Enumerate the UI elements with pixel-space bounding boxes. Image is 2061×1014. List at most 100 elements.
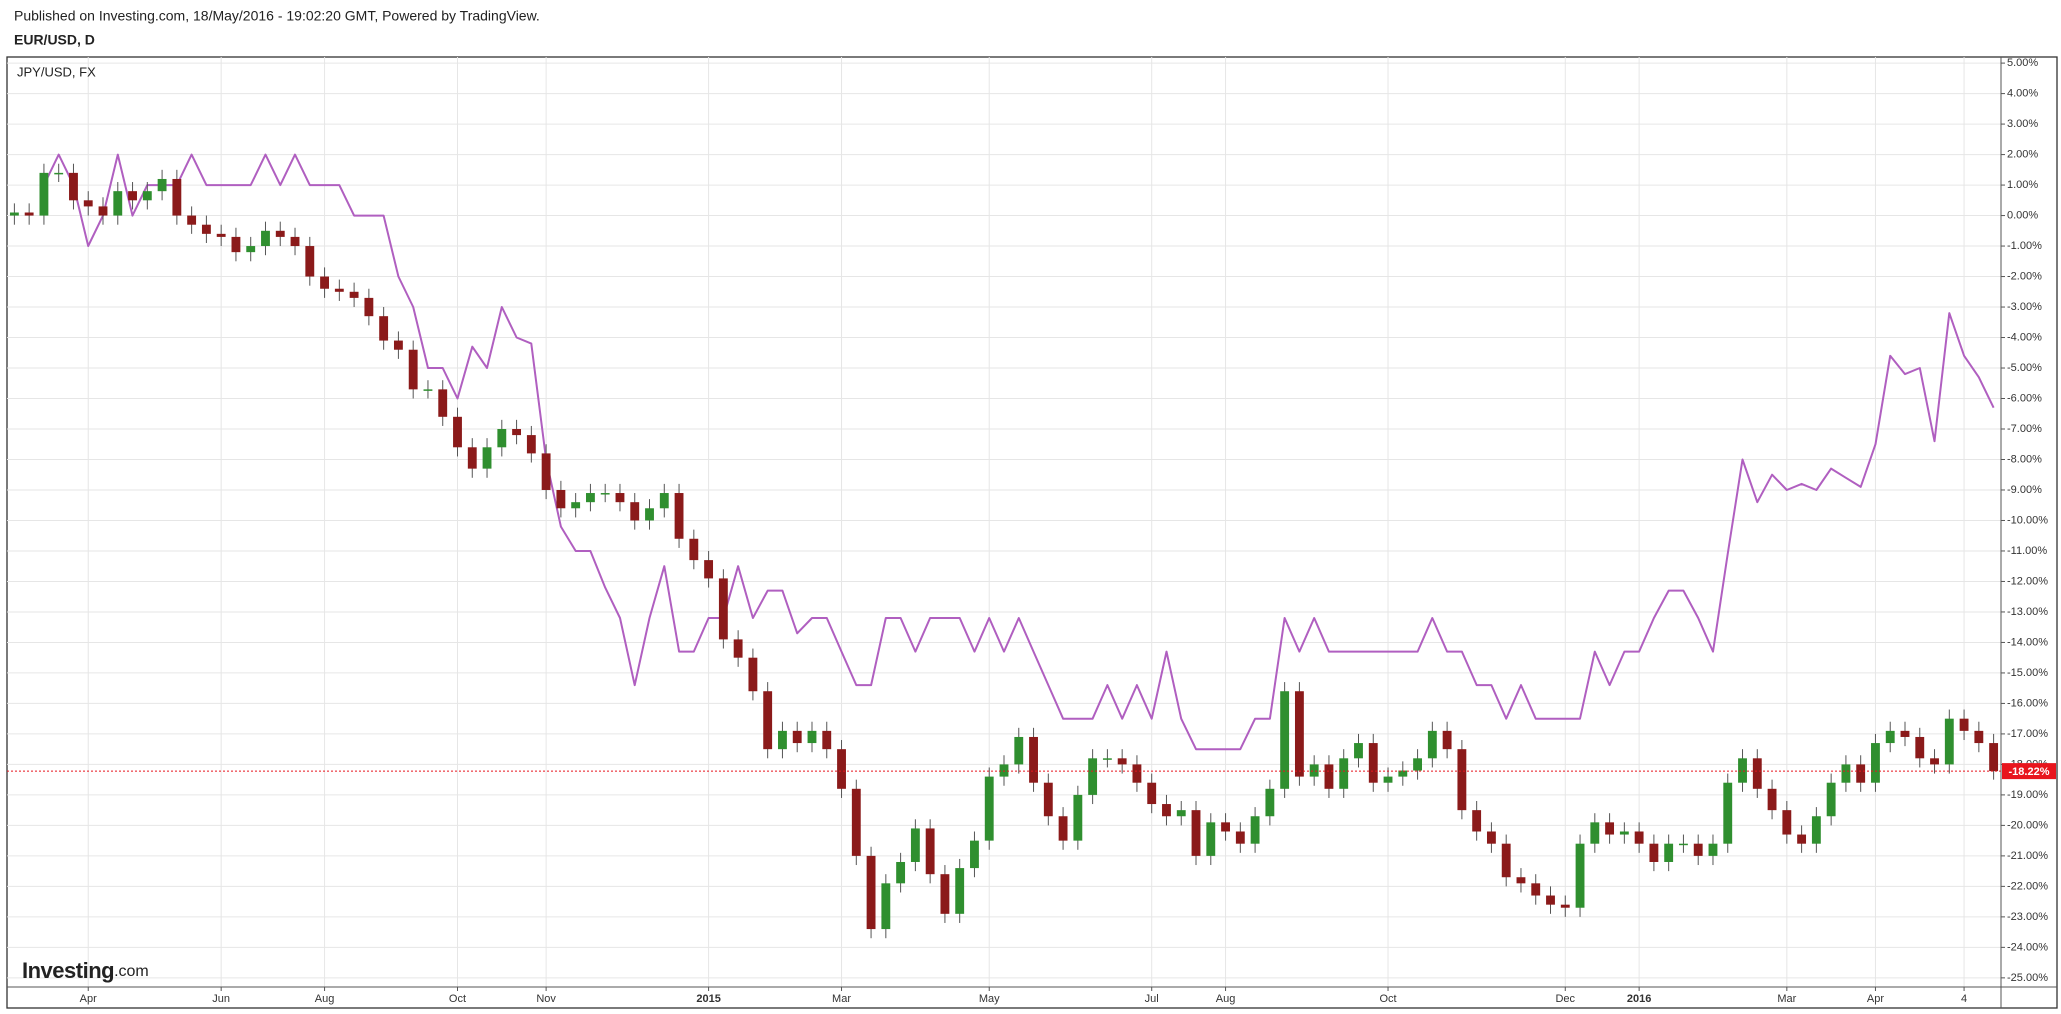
x-tick-label: Oct — [1379, 993, 1396, 1005]
candle-body — [216, 233, 226, 237]
candle-body — [1679, 843, 1688, 846]
x-tick-label: Jun — [212, 993, 230, 1005]
x-tick-label: 4 — [1961, 993, 1967, 1005]
candle-body — [379, 316, 389, 341]
y-tick-label: -2.00% — [2007, 270, 2042, 282]
candle-body — [1309, 764, 1319, 777]
candle-body — [246, 246, 256, 253]
candle-body — [349, 291, 359, 298]
candle-body — [1398, 770, 1408, 777]
y-tick-label: -20.00% — [2007, 819, 2048, 831]
candle-body — [630, 502, 640, 521]
candle-body — [1294, 691, 1304, 777]
y-tick-label: -3.00% — [2007, 301, 2042, 313]
line-series — [43, 153, 1995, 751]
candle-body — [1930, 758, 1939, 765]
y-tick-label: 5.00% — [2007, 57, 2038, 69]
logo: Investing.com — [22, 958, 149, 983]
candle-body — [645, 508, 654, 521]
candle-body — [1811, 816, 1821, 844]
x-tick-label: 2015 — [696, 993, 720, 1005]
candle-body — [1693, 843, 1703, 856]
candle-body — [999, 764, 1009, 777]
candle-body — [467, 447, 477, 469]
candle-body — [1339, 758, 1349, 789]
candle-body — [866, 855, 876, 930]
candle-body — [763, 691, 773, 750]
candle-body — [1575, 843, 1585, 908]
candle-body — [512, 429, 522, 436]
candle-body — [984, 776, 994, 841]
candle-body — [837, 749, 846, 789]
y-tick-label: 2.00% — [2007, 148, 2038, 160]
candle-body — [1664, 843, 1674, 862]
candle-body — [556, 489, 566, 509]
candle-body — [940, 874, 950, 914]
candle-body — [925, 828, 935, 875]
candle-body — [748, 657, 758, 692]
candle-body — [201, 224, 211, 234]
y-tick-label: -22.00% — [2007, 880, 2048, 892]
candle-body — [1058, 816, 1068, 841]
candle-body — [1752, 758, 1762, 789]
candle-body — [1117, 758, 1127, 765]
candle-body — [526, 435, 536, 454]
candle-body — [541, 453, 551, 490]
candle-body — [83, 200, 93, 207]
candle-body — [851, 788, 861, 856]
candle-body — [98, 206, 108, 216]
candle-body — [1989, 743, 1999, 772]
candle-body — [1457, 749, 1467, 811]
candle-body — [718, 578, 728, 640]
candle-body — [1797, 834, 1807, 844]
candle-body — [1427, 730, 1437, 759]
candle-body — [1162, 804, 1171, 817]
y-tick-label: -7.00% — [2007, 423, 2042, 435]
candle-body — [1206, 822, 1216, 856]
candle-body — [1605, 822, 1615, 835]
candle-body — [1368, 743, 1378, 783]
y-tick-label: -12.00% — [2007, 575, 2048, 587]
candle-body — [1176, 810, 1186, 817]
candle-body — [881, 883, 891, 930]
x-tick-label: Nov — [536, 993, 556, 1005]
y-tick-label: 1.00% — [2007, 179, 2038, 191]
candle-body — [1043, 782, 1053, 817]
candle-body — [778, 730, 787, 750]
y-tick-label: -13.00% — [2007, 606, 2048, 618]
last-price-label: -18.22% — [2009, 766, 2050, 778]
candle-body — [674, 493, 684, 539]
candle-body — [497, 429, 507, 448]
y-tick-label: -23.00% — [2007, 911, 2048, 923]
candle-body — [1191, 810, 1201, 856]
x-tick-label: Mar — [1777, 993, 1796, 1005]
candle-body — [113, 191, 123, 216]
y-tick-label: -9.00% — [2007, 484, 2042, 496]
candle-body — [39, 172, 49, 216]
candle-body — [1959, 718, 1969, 731]
candle-body — [807, 730, 817, 744]
y-tick-label: 0.00% — [2007, 209, 2038, 221]
candle-body — [1738, 758, 1747, 783]
logo-main: Investing — [22, 958, 114, 983]
y-tick-label: 3.00% — [2007, 118, 2038, 130]
candle-body — [187, 215, 197, 225]
y-tick-label: -4.00% — [2007, 331, 2042, 343]
candle-body — [1221, 822, 1230, 832]
candle-body — [1531, 883, 1541, 896]
candle-body — [1871, 743, 1880, 783]
y-tick-label: -17.00% — [2007, 728, 2048, 740]
candle-body — [128, 191, 137, 201]
x-tick-label: Apr — [1867, 993, 1884, 1005]
y-tick-label: -16.00% — [2007, 697, 2048, 709]
candle-body — [1088, 758, 1098, 795]
logo-suffix: .com — [114, 963, 149, 980]
candle-body — [290, 236, 300, 247]
candle-body — [1029, 736, 1038, 783]
candle-body — [1885, 730, 1895, 744]
x-tick-label: Mar — [832, 993, 851, 1005]
y-tick-label: -14.00% — [2007, 636, 2048, 648]
candle-body — [1619, 831, 1629, 835]
candle-body — [1250, 816, 1260, 844]
candle-body — [1944, 718, 1954, 765]
